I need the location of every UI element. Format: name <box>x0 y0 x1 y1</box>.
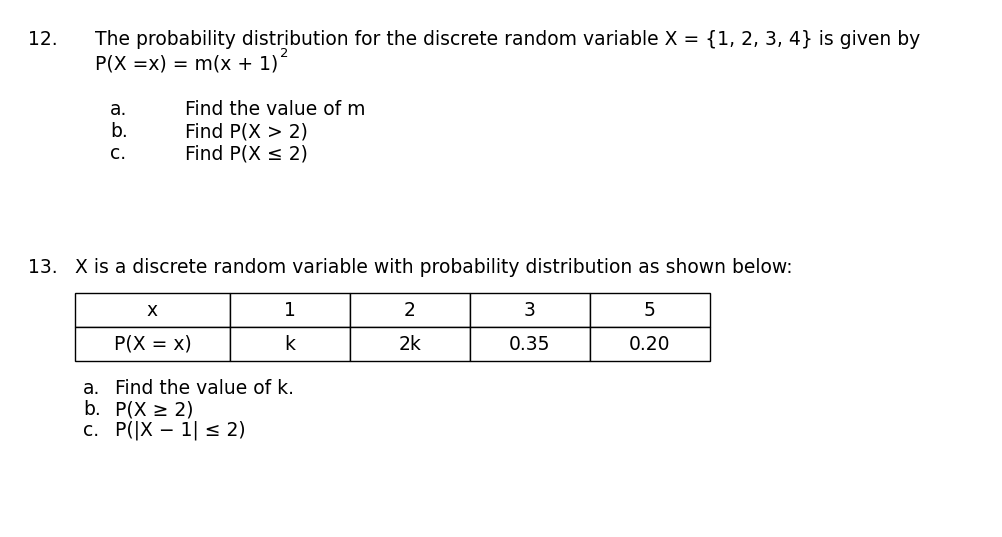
Text: X is a discrete random variable with probability distribution as shown below:: X is a discrete random variable with pro… <box>75 258 792 277</box>
Text: Find P(X > 2): Find P(X > 2) <box>184 122 308 141</box>
Bar <box>229 327 350 361</box>
Bar <box>75 293 229 327</box>
Bar <box>350 293 470 327</box>
Text: 1: 1 <box>284 301 296 320</box>
Text: Find the value of k.: Find the value of k. <box>115 379 294 398</box>
Text: 0.35: 0.35 <box>509 335 550 353</box>
Bar <box>75 327 229 361</box>
Text: P(X ≥ 2): P(X ≥ 2) <box>115 400 193 419</box>
Text: P(X = x): P(X = x) <box>113 335 191 353</box>
Text: P(X =x) = m(x + 1): P(X =x) = m(x + 1) <box>95 54 278 73</box>
Text: 2: 2 <box>404 301 416 320</box>
Bar <box>589 293 709 327</box>
Text: The probability distribution for the discrete random variable X = {1, 2, 3, 4} i: The probability distribution for the dis… <box>95 30 919 49</box>
Text: 12.: 12. <box>28 30 57 49</box>
Text: k: k <box>285 335 296 353</box>
Bar <box>470 327 589 361</box>
Bar <box>229 293 350 327</box>
Text: a.: a. <box>83 379 100 398</box>
Text: Find P(X ≤ 2): Find P(X ≤ 2) <box>184 144 308 163</box>
Text: Find the value of m: Find the value of m <box>184 100 365 119</box>
Text: b.: b. <box>110 122 127 141</box>
Bar <box>350 327 470 361</box>
Text: P(|X − 1| ≤ 2): P(|X − 1| ≤ 2) <box>115 421 245 440</box>
Text: 2: 2 <box>280 47 289 60</box>
Bar <box>589 327 709 361</box>
Text: 2k: 2k <box>398 335 421 353</box>
Bar <box>470 293 589 327</box>
Text: a.: a. <box>110 100 127 119</box>
Text: c.: c. <box>110 144 126 163</box>
Text: x: x <box>146 301 158 320</box>
Text: 13.: 13. <box>28 258 57 277</box>
Text: b.: b. <box>83 400 100 419</box>
Text: 5: 5 <box>643 301 655 320</box>
Text: 3: 3 <box>523 301 535 320</box>
Text: c.: c. <box>83 421 99 440</box>
Text: 0.20: 0.20 <box>628 335 670 353</box>
